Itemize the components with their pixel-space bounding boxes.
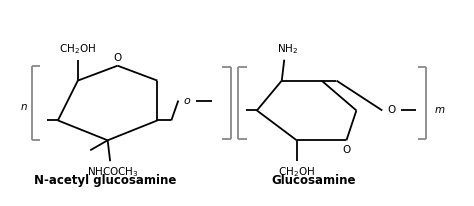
Text: CH$_2$OH: CH$_2$OH xyxy=(59,42,96,56)
Text: O: O xyxy=(343,145,351,155)
Text: O: O xyxy=(113,53,122,63)
Text: N-acetyl glucosamine: N-acetyl glucosamine xyxy=(34,174,176,187)
Text: O: O xyxy=(387,105,395,115)
Text: CH$_2$OH: CH$_2$OH xyxy=(278,165,315,179)
Text: NHCOCH$_3$: NHCOCH$_3$ xyxy=(87,165,138,179)
Text: o: o xyxy=(184,96,191,105)
Text: NH$_2$: NH$_2$ xyxy=(277,42,298,56)
Text: n: n xyxy=(20,102,27,112)
Text: m: m xyxy=(435,105,445,115)
Text: Glucosamine: Glucosamine xyxy=(272,174,356,187)
